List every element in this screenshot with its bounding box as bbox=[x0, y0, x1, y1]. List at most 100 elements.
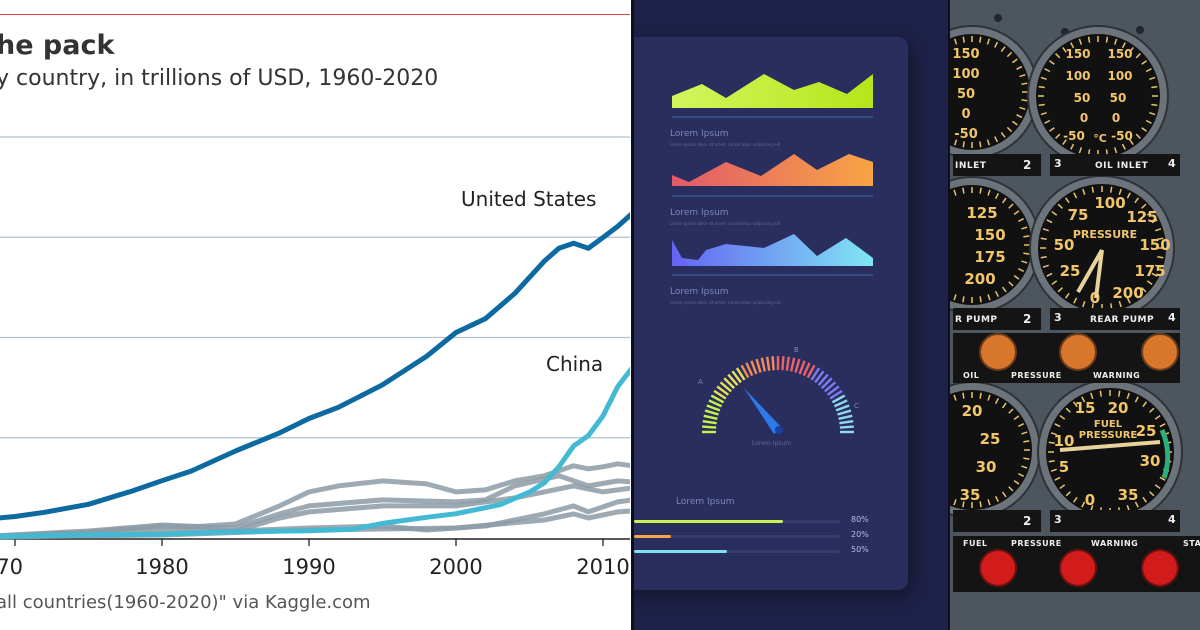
gauge-tick bbox=[1146, 280, 1153, 286]
plate-oil-inlet: 3 OIL INLET 4 bbox=[1050, 154, 1180, 176]
gauge-tick bbox=[953, 294, 957, 301]
gauge-tick bbox=[1019, 73, 1026, 78]
gauge-tick bbox=[1017, 267, 1025, 272]
dial-tick bbox=[755, 358, 762, 373]
dashboard-card bbox=[634, 37, 908, 590]
x-tick-label: 2000 bbox=[429, 555, 482, 579]
gauge-number: 35 bbox=[960, 486, 981, 504]
gauge-number: 15 bbox=[1075, 399, 1096, 417]
dial-tick bbox=[760, 357, 766, 372]
gauge-tick bbox=[962, 501, 965, 508]
gauge-tick bbox=[1151, 85, 1158, 89]
gauge-tick bbox=[1126, 192, 1131, 199]
gauge-tick bbox=[1135, 133, 1141, 139]
gauge-tick bbox=[1016, 114, 1023, 119]
gauge-tick bbox=[1126, 297, 1131, 304]
progress-bar bbox=[634, 550, 840, 553]
gauge-tick bbox=[953, 38, 958, 45]
gauge-number: 0 bbox=[961, 107, 970, 122]
plate-rear-pump-left: R PUMP 2 bbox=[953, 308, 1041, 330]
chart-subtitle: y country, in trillions of USD, 1960-202… bbox=[0, 66, 439, 91]
gauge-tick bbox=[1134, 396, 1139, 403]
plate-inlet: INLET 2 bbox=[953, 154, 1041, 176]
dial-tick bbox=[723, 377, 736, 390]
dial-tick bbox=[719, 381, 732, 393]
gauge-tick bbox=[1129, 139, 1134, 145]
gauge-tick bbox=[1155, 228, 1162, 232]
gauge-tick bbox=[1049, 60, 1055, 65]
gauge-tick bbox=[962, 187, 965, 194]
gauge-tick bbox=[994, 290, 999, 298]
gauge-number: 200 bbox=[1112, 284, 1143, 302]
gauge-needle bbox=[1059, 440, 1161, 452]
gauge-number: 150 bbox=[952, 47, 979, 62]
gauge-tick bbox=[1105, 36, 1109, 43]
dial-tick bbox=[790, 357, 796, 372]
gauge-tick bbox=[987, 294, 991, 301]
gauge-number: 0 bbox=[1090, 289, 1100, 307]
gauge-number: 0 bbox=[1112, 111, 1120, 125]
gauge-tick bbox=[1006, 51, 1013, 58]
gauge-tick bbox=[1001, 491, 1007, 498]
plate-fuel-left: 2 bbox=[953, 510, 1041, 532]
gauge-tick bbox=[994, 397, 999, 405]
gauge-tick bbox=[1157, 256, 1164, 259]
gauge-tick bbox=[962, 296, 965, 303]
gauge-number: 75 bbox=[1068, 206, 1089, 224]
area-chart-1 bbox=[672, 74, 873, 108]
gauge-number: 50 bbox=[1074, 91, 1091, 105]
gauge-tick bbox=[1087, 36, 1091, 43]
gauge-number: 35 bbox=[1118, 486, 1139, 504]
gauge-tick bbox=[1154, 484, 1161, 490]
gauge-number: -50 bbox=[1063, 129, 1085, 143]
gauge-tick bbox=[1129, 47, 1134, 53]
gauge-tick bbox=[1013, 274, 1020, 280]
progress-label: 20% bbox=[851, 530, 869, 539]
area-title-1: Lorem Ipsum bbox=[670, 129, 729, 139]
dial-tick bbox=[703, 414, 718, 420]
gauge-number: 20 bbox=[962, 402, 983, 420]
gauge-tick bbox=[1012, 120, 1018, 126]
fuel-pressure-gauge-face bbox=[1046, 388, 1174, 516]
gauge-tick bbox=[1038, 85, 1045, 89]
gauge-tick bbox=[953, 499, 957, 506]
gauge-tick bbox=[979, 141, 982, 148]
gauge-tick bbox=[1141, 127, 1147, 132]
gauge-tick bbox=[1091, 186, 1094, 193]
dial-tick bbox=[735, 367, 746, 381]
gauge-tick bbox=[1118, 301, 1122, 308]
gauge-tick bbox=[1040, 111, 1047, 116]
gauge-tick bbox=[962, 392, 965, 399]
gauge-tick bbox=[1145, 68, 1152, 73]
fuel-warning-light bbox=[1059, 549, 1097, 587]
gauge-tick bbox=[1008, 203, 1014, 209]
x-tick-label: 2010 bbox=[576, 555, 629, 579]
gauge-tick bbox=[1064, 292, 1070, 299]
series-line-china bbox=[0, 366, 630, 539]
gauge-tick bbox=[962, 141, 965, 148]
gauge-tick bbox=[1118, 188, 1122, 195]
gauge-tick bbox=[1008, 281, 1014, 287]
gauge-number: -50 bbox=[954, 127, 978, 142]
gauge-tick bbox=[1072, 496, 1078, 503]
gauge-number: 100 bbox=[1107, 69, 1132, 83]
gauge-tick bbox=[987, 499, 991, 506]
gauge-tick bbox=[979, 392, 982, 399]
gauge-number: 10 bbox=[1054, 432, 1075, 450]
rear-pump-pressure-gauge-face bbox=[1038, 184, 1166, 312]
gauge-tick bbox=[1135, 53, 1141, 59]
progress-fill bbox=[634, 535, 672, 538]
gauge-tick bbox=[1141, 60, 1147, 65]
label-china: China bbox=[546, 352, 603, 376]
gauge-tick bbox=[1113, 38, 1118, 45]
gauge-number: 25 bbox=[1136, 422, 1157, 440]
gauge-tick bbox=[994, 192, 999, 200]
dial-tick bbox=[702, 425, 717, 429]
gauge-tick bbox=[1159, 423, 1166, 428]
gauge-number: 150 bbox=[974, 226, 1005, 244]
dial-tick bbox=[702, 419, 717, 425]
gauge-tick bbox=[1048, 460, 1055, 463]
gauge-tick bbox=[1134, 292, 1140, 299]
warning-lights bbox=[979, 333, 1179, 587]
gauge-tick bbox=[1149, 407, 1155, 413]
